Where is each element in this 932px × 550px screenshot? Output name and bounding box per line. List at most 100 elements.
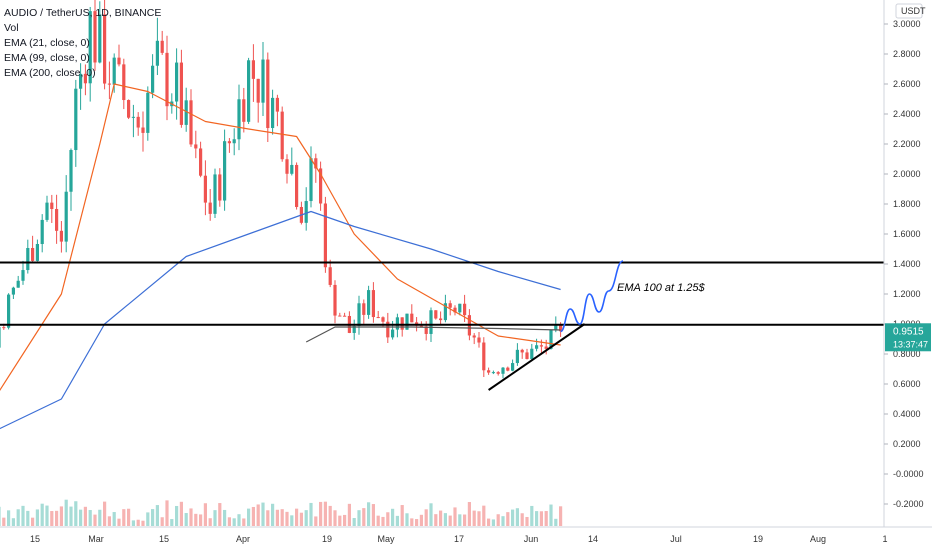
candle-body bbox=[386, 321, 390, 338]
volume-bar bbox=[429, 503, 433, 526]
volume-bar bbox=[347, 503, 351, 526]
candle-body bbox=[295, 164, 299, 207]
volume-bar bbox=[487, 518, 491, 526]
volume-bar bbox=[93, 514, 97, 526]
volume-bar bbox=[112, 512, 116, 526]
volume-bar bbox=[165, 500, 169, 526]
volume-bar bbox=[530, 505, 534, 526]
candle-body bbox=[141, 127, 145, 133]
time-tick-label: 17 bbox=[454, 534, 464, 544]
volume-bar bbox=[400, 505, 404, 526]
volume-bar bbox=[439, 510, 443, 526]
volume-bar bbox=[491, 519, 495, 526]
candle-body bbox=[357, 303, 361, 326]
candle-body bbox=[194, 144, 198, 149]
volume-bar bbox=[69, 506, 73, 526]
candle-body bbox=[477, 337, 481, 343]
candle-body bbox=[381, 317, 385, 322]
volume-bar bbox=[208, 518, 212, 526]
candle-body bbox=[227, 141, 231, 144]
candle-body bbox=[151, 65, 155, 93]
candle-body bbox=[391, 329, 395, 338]
volume-bar bbox=[35, 509, 39, 526]
candle-body bbox=[155, 40, 159, 66]
time-tick-label: 19 bbox=[753, 534, 763, 544]
volume-bar bbox=[16, 509, 20, 526]
candle-body bbox=[410, 313, 414, 323]
currency-badge bbox=[895, 3, 923, 19]
volume-bar bbox=[314, 516, 318, 526]
candle-body bbox=[559, 324, 563, 332]
volume-bar bbox=[227, 517, 231, 526]
candle-body bbox=[261, 59, 265, 103]
candle-body bbox=[218, 174, 222, 201]
candle-body bbox=[328, 267, 332, 285]
candle-body bbox=[83, 73, 87, 84]
price-tick-label: 1.6000 bbox=[893, 229, 921, 239]
volume-bar bbox=[55, 510, 59, 526]
candle-body bbox=[266, 59, 270, 129]
support-trendline bbox=[488, 323, 586, 391]
candle-body bbox=[175, 62, 179, 102]
volume-bar bbox=[381, 516, 385, 526]
time-tick-label: Aug bbox=[810, 534, 826, 544]
price-tick-label: -0.2000 bbox=[893, 499, 924, 509]
time-tick-label: May bbox=[377, 534, 395, 544]
candle-body bbox=[107, 83, 111, 85]
candle-body bbox=[179, 62, 183, 125]
candle-body bbox=[549, 329, 553, 349]
candle-body bbox=[376, 317, 380, 319]
candle-body bbox=[275, 97, 279, 112]
candle-body bbox=[11, 287, 15, 295]
volume-bar bbox=[83, 506, 87, 526]
volume-bar bbox=[31, 517, 35, 526]
candle-body bbox=[530, 348, 534, 359]
volume-bar bbox=[338, 515, 342, 526]
volume-bar bbox=[448, 515, 452, 526]
volume-bar bbox=[295, 508, 299, 526]
candle-body bbox=[544, 346, 548, 349]
candle-body bbox=[189, 100, 193, 145]
last-price-value: 0.9515 bbox=[893, 326, 924, 337]
time-tick-label: 15 bbox=[159, 534, 169, 544]
price-tick-label: 1.4000 bbox=[893, 259, 921, 269]
volume-bar bbox=[242, 518, 246, 526]
volume-bar bbox=[247, 508, 251, 526]
price-tick-label: 1.8000 bbox=[893, 199, 921, 209]
price-tick-label: 0.8000 bbox=[893, 349, 921, 359]
bar-countdown: 13:37:47 bbox=[893, 339, 928, 349]
chart-legend: AUDIO / TetherUS, 1D, BINANCE Vol EMA (2… bbox=[4, 6, 161, 81]
volume-bar bbox=[511, 509, 515, 526]
volume-bar bbox=[232, 518, 236, 526]
currency-label: USDT bbox=[901, 6, 926, 16]
volume-bar bbox=[98, 509, 102, 526]
candle-body bbox=[7, 294, 11, 328]
candle-body bbox=[59, 230, 63, 242]
price-tick-label: 0.4000 bbox=[893, 409, 921, 419]
candle-body bbox=[535, 345, 539, 349]
volume-bar bbox=[203, 503, 207, 526]
candle-body bbox=[208, 202, 212, 214]
candle-body bbox=[127, 100, 131, 118]
volume-bar bbox=[362, 508, 366, 526]
volume-bar bbox=[155, 505, 159, 526]
candle-body bbox=[405, 313, 409, 330]
candle-body bbox=[285, 159, 289, 174]
candle-body bbox=[309, 158, 313, 202]
legend-ema21: EMA (21, close, 0) bbox=[4, 37, 90, 49]
candle-body bbox=[314, 158, 318, 169]
volume-bar bbox=[496, 514, 500, 526]
candle-body bbox=[93, 11, 97, 63]
volume-bar bbox=[463, 514, 467, 526]
candle-body bbox=[472, 335, 476, 338]
volume-bar bbox=[328, 505, 332, 526]
candle-body bbox=[251, 60, 255, 79]
candle-body bbox=[453, 307, 457, 313]
candle-body bbox=[146, 92, 150, 133]
volume-bar bbox=[525, 516, 529, 526]
candle-body bbox=[323, 203, 327, 268]
price-tick-label: 2.6000 bbox=[893, 79, 921, 89]
indicator-lines bbox=[0, 83, 561, 430]
